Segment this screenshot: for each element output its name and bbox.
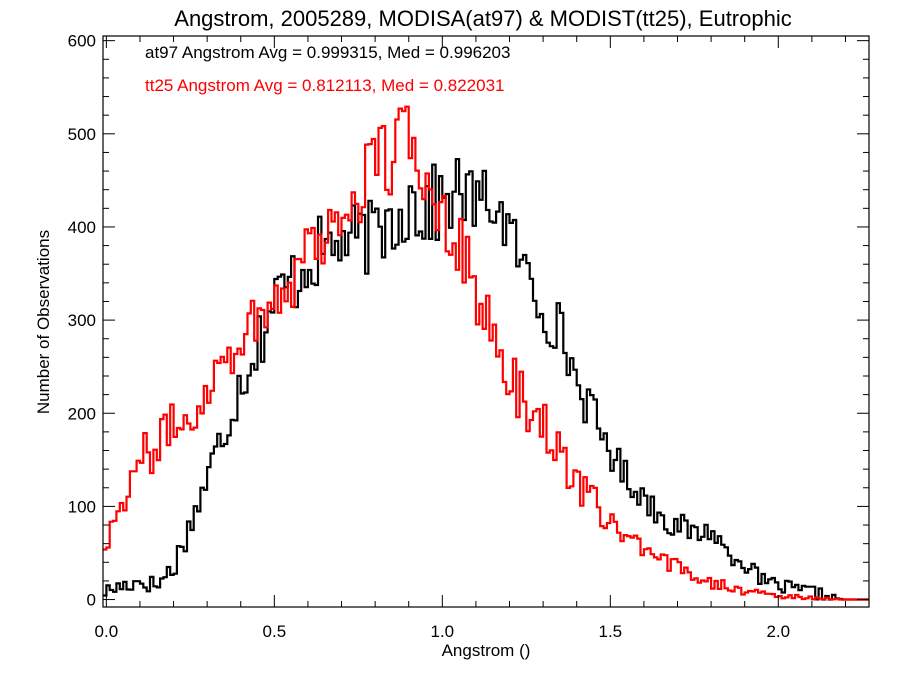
x-tick-label: 1.0 xyxy=(431,622,455,641)
histogram-series-0 xyxy=(103,158,869,601)
y-tick-label: 0 xyxy=(87,591,96,610)
annotation-tt25: tt25 Angstrom Avg = 0.812113, Med = 0.82… xyxy=(145,76,504,95)
y-tick-label: 300 xyxy=(68,311,96,330)
annotation-at97: at97 Angstrom Avg = 0.999315, Med = 0.99… xyxy=(145,43,510,62)
x-axis-label: Angstrom () xyxy=(442,641,531,660)
x-tick-label: 0.0 xyxy=(95,622,119,641)
y-tick-label: 100 xyxy=(68,497,96,516)
x-axis: 0.0 0.5 1.0 1.5 2.0 xyxy=(95,36,846,641)
series-layer xyxy=(103,105,869,601)
histogram-series-1 xyxy=(103,105,869,601)
plot-frame xyxy=(102,35,870,608)
y-tick-label: 500 xyxy=(68,125,96,144)
y-tick-label: 400 xyxy=(68,218,96,237)
y-tick-label: 600 xyxy=(68,32,96,51)
x-tick-label: 2.0 xyxy=(766,622,790,641)
x-tick-label: 1.5 xyxy=(598,622,622,641)
chart-title: Angstrom, 2005289, MODISA(at97) & MODIST… xyxy=(174,6,791,31)
y-tick-label: 200 xyxy=(68,404,96,423)
y-axis-label: Number of Observations xyxy=(34,230,53,414)
y-axis: 0 100 200 300 400 500 600 xyxy=(68,32,869,610)
x-tick-label: 0.5 xyxy=(263,622,287,641)
